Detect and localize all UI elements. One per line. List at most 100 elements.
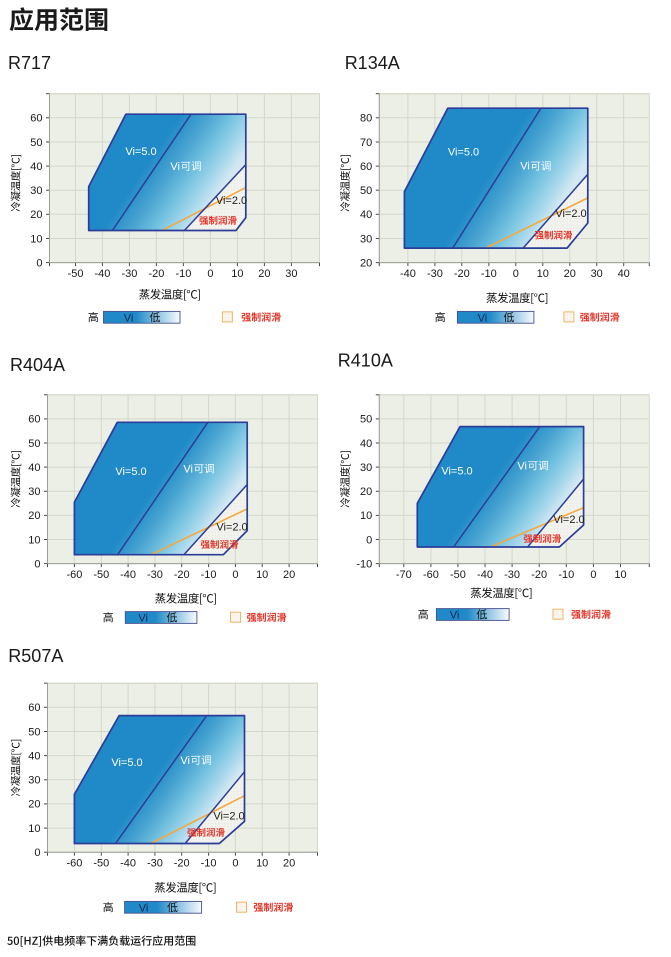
svg-text:-10: -10 xyxy=(481,268,497,280)
svg-text:10: 10 xyxy=(256,858,268,870)
svg-text:50: 50 xyxy=(30,137,42,149)
svg-text:20: 20 xyxy=(30,209,42,221)
svg-text:-40: -40 xyxy=(477,569,493,581)
svg-text:20: 20 xyxy=(360,257,372,269)
svg-text:40: 40 xyxy=(618,268,630,280)
svg-text:-50: -50 xyxy=(93,858,109,870)
svg-text:10: 10 xyxy=(256,569,268,581)
svg-text:R507A: R507A xyxy=(8,646,63,666)
svg-text:30: 30 xyxy=(360,462,372,474)
svg-text:10: 10 xyxy=(614,569,626,581)
svg-text:0: 0 xyxy=(34,558,40,570)
svg-text:Vi=2.0: Vi=2.0 xyxy=(216,522,247,534)
svg-text:-10: -10 xyxy=(175,268,191,280)
svg-text:-10: -10 xyxy=(201,858,217,870)
svg-text:30: 30 xyxy=(591,268,603,280)
svg-text:50: 50 xyxy=(28,726,40,738)
svg-text:Vi: Vi xyxy=(520,161,530,173)
svg-text:40: 40 xyxy=(28,750,40,762)
svg-text:-40: -40 xyxy=(400,268,416,280)
svg-text:-20: -20 xyxy=(148,268,164,280)
svg-text:60: 60 xyxy=(28,414,40,426)
svg-text:-40: -40 xyxy=(120,569,136,581)
svg-text:-60: -60 xyxy=(66,569,82,581)
svg-text:10: 10 xyxy=(28,534,40,546)
svg-text:Vi: Vi xyxy=(450,610,460,622)
svg-text:20: 20 xyxy=(564,268,576,280)
svg-text:60: 60 xyxy=(360,161,372,173)
svg-text:0: 0 xyxy=(366,534,372,546)
svg-text:0: 0 xyxy=(513,268,519,280)
svg-text:Vi: Vi xyxy=(170,161,180,173)
svg-text:-30: -30 xyxy=(504,569,520,581)
svg-text:-20: -20 xyxy=(454,268,470,280)
svg-text:-70: -70 xyxy=(396,569,412,581)
svg-text:R404A: R404A xyxy=(10,355,65,375)
svg-text:Vi=5.0: Vi=5.0 xyxy=(448,146,479,158)
svg-text:50: 50 xyxy=(360,185,372,197)
svg-text:-40: -40 xyxy=(94,268,110,280)
svg-text:20: 20 xyxy=(283,569,295,581)
svg-text:R717: R717 xyxy=(8,53,51,73)
svg-text:-10: -10 xyxy=(201,569,217,581)
svg-text:-60: -60 xyxy=(423,569,439,581)
svg-text:Vi: Vi xyxy=(183,463,193,475)
svg-text:10: 10 xyxy=(537,268,549,280)
svg-text:10: 10 xyxy=(28,823,40,835)
svg-text:60: 60 xyxy=(28,702,40,714)
svg-text:Vi: Vi xyxy=(124,312,134,324)
svg-text:-30: -30 xyxy=(121,268,137,280)
svg-text:40: 40 xyxy=(30,161,42,173)
svg-text:Vi: Vi xyxy=(138,613,148,625)
svg-text:-40: -40 xyxy=(120,858,136,870)
svg-text:Vi: Vi xyxy=(139,902,149,914)
svg-text:R134A: R134A xyxy=(345,53,400,73)
svg-text:0: 0 xyxy=(232,858,238,870)
svg-text:30: 30 xyxy=(30,185,42,197)
svg-text:70: 70 xyxy=(360,137,372,149)
svg-text:Vi=2.0: Vi=2.0 xyxy=(553,514,584,526)
svg-text:20: 20 xyxy=(283,858,295,870)
svg-text:20: 20 xyxy=(28,510,40,522)
svg-text:Vi=5.0: Vi=5.0 xyxy=(125,146,156,158)
svg-text:40: 40 xyxy=(360,438,372,450)
svg-text:20: 20 xyxy=(28,799,40,811)
svg-text:0: 0 xyxy=(207,268,213,280)
svg-text:-30: -30 xyxy=(147,569,163,581)
svg-text:Vi=2.0: Vi=2.0 xyxy=(216,195,247,207)
svg-text:R410A: R410A xyxy=(338,351,393,371)
svg-text:30: 30 xyxy=(28,775,40,787)
svg-text:0: 0 xyxy=(34,847,40,859)
svg-text:40: 40 xyxy=(360,209,372,221)
svg-text:Vi=2.0: Vi=2.0 xyxy=(555,208,586,220)
svg-text:10: 10 xyxy=(231,268,243,280)
svg-text:Vi=5.0: Vi=5.0 xyxy=(111,757,142,769)
svg-text:0: 0 xyxy=(232,569,238,581)
svg-text:Vi=2.0: Vi=2.0 xyxy=(213,811,244,823)
svg-text:-60: -60 xyxy=(66,858,82,870)
svg-text:-30: -30 xyxy=(147,858,163,870)
svg-text:80: 80 xyxy=(360,113,372,125)
svg-text:-50: -50 xyxy=(93,569,109,581)
svg-text:Vi: Vi xyxy=(180,755,190,767)
svg-text:-20: -20 xyxy=(174,569,190,581)
svg-text:0: 0 xyxy=(36,257,42,269)
svg-text:Vi=5.0: Vi=5.0 xyxy=(115,466,146,478)
svg-text:40: 40 xyxy=(28,462,40,474)
svg-text:50: 50 xyxy=(28,438,40,450)
svg-text:-20: -20 xyxy=(531,569,547,581)
svg-text:-10: -10 xyxy=(558,569,574,581)
svg-text:10: 10 xyxy=(360,510,372,522)
svg-text:-10: -10 xyxy=(356,558,372,570)
svg-text:20: 20 xyxy=(258,268,270,280)
svg-text:0: 0 xyxy=(590,569,596,581)
svg-text:Vi=5.0: Vi=5.0 xyxy=(441,465,472,477)
svg-text:10: 10 xyxy=(30,233,42,245)
svg-text:-20: -20 xyxy=(174,858,190,870)
svg-text:30: 30 xyxy=(285,268,297,280)
svg-text:-50: -50 xyxy=(68,268,84,280)
svg-text:50: 50 xyxy=(360,414,372,426)
svg-text:30: 30 xyxy=(28,486,40,498)
svg-text:-50: -50 xyxy=(450,569,466,581)
svg-text:Vi: Vi xyxy=(517,460,527,472)
